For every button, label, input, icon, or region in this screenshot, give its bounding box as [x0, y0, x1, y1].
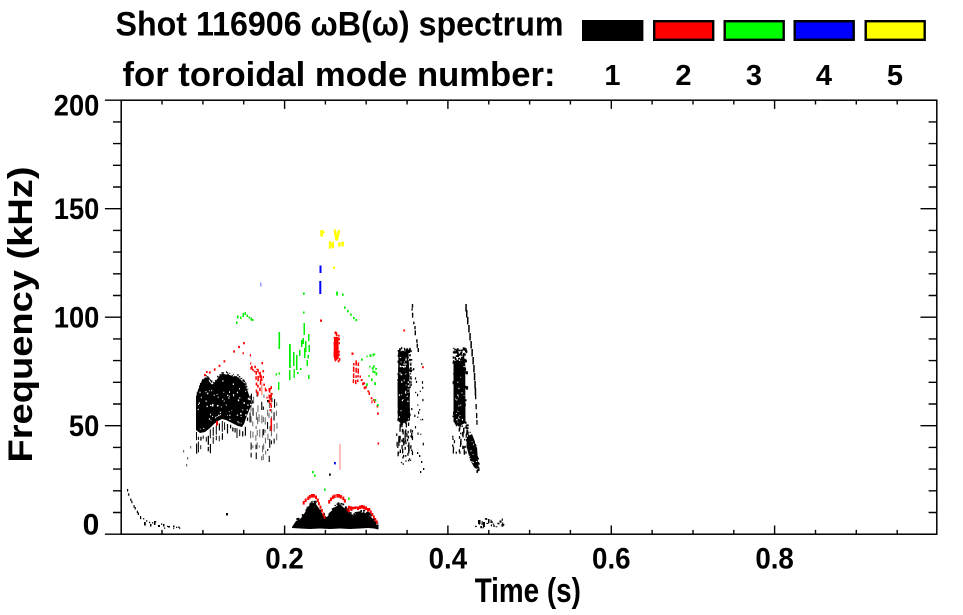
svg-text:0.4: 0.4	[429, 543, 468, 576]
svg-text:100: 100	[54, 301, 100, 334]
svg-text:0: 0	[83, 509, 100, 542]
svg-text:0.2: 0.2	[265, 543, 304, 576]
svg-text:Frequency (kHz): Frequency (kHz)	[2, 167, 40, 463]
svg-text:Shot 116906 ωB(ω) spectrum: Shot 116906 ωB(ω) spectrum	[116, 6, 564, 44]
svg-text:150: 150	[54, 193, 100, 226]
svg-text:Time (s): Time (s)	[475, 572, 581, 610]
svg-text:1: 1	[604, 60, 620, 92]
svg-text:2: 2	[675, 60, 691, 92]
svg-text:0.8: 0.8	[755, 543, 794, 576]
svg-text:200: 200	[54, 90, 100, 123]
svg-text:5: 5	[887, 60, 903, 92]
svg-text:50: 50	[69, 410, 99, 443]
svg-text:4: 4	[816, 60, 832, 92]
svg-text:3: 3	[746, 60, 762, 92]
svg-text:0.6: 0.6	[592, 543, 631, 576]
svg-text:for toroidal mode number:: for toroidal mode number:	[123, 56, 556, 94]
